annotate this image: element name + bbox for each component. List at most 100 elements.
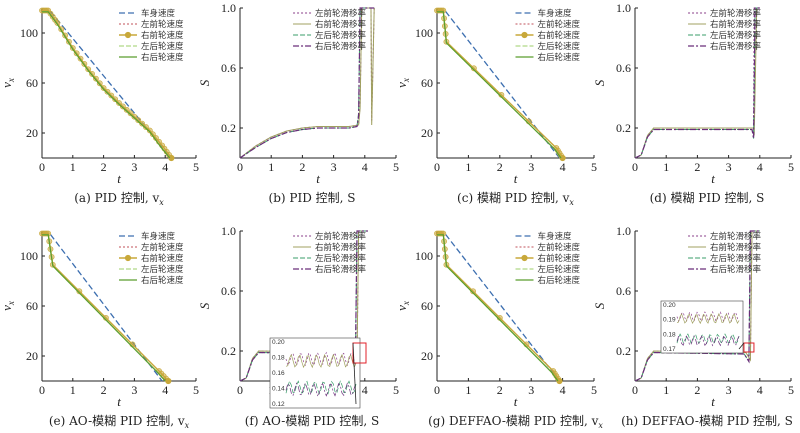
legend-marker [521, 31, 528, 39]
data-point [470, 288, 477, 295]
legend-label: 左后轮速度 [538, 264, 581, 275]
zoom-pointer-arrow [352, 342, 357, 405]
legend-label: 右前轮滑移率 [315, 19, 367, 30]
legend-label: 左后轮滑移率 [710, 253, 762, 264]
data-point [93, 75, 99, 82]
legend-marker [124, 31, 132, 39]
y-tick-label: 1.0 [221, 224, 236, 238]
y-axis-label-subscript: x [401, 78, 411, 83]
caption-subscript: x [159, 198, 164, 207]
series-line-rr [42, 234, 166, 382]
y-tick-label: 0.2 [221, 121, 236, 135]
data-point [116, 100, 122, 106]
y-axis-label: S [592, 79, 607, 86]
legend-label: 车身速度 [141, 231, 176, 242]
data-point [100, 85, 107, 91]
panel-caption: (a) PID 控制, vx [74, 191, 164, 207]
x-tick-label: 3 [331, 160, 337, 174]
x-tick-label: 4 [362, 383, 368, 397]
y-tick-label: 1.0 [616, 224, 631, 238]
data-point [168, 154, 175, 162]
x-tick-label: 2 [101, 160, 107, 174]
y-tick-label: 0.2 [616, 344, 631, 358]
legend-label: 右后轮速度 [538, 275, 581, 286]
data-point [119, 103, 126, 110]
x-tick-label: 0 [632, 160, 638, 174]
data-point [470, 65, 477, 72]
legend-label: 车身速度 [538, 8, 573, 19]
x-tick-label: 5 [193, 160, 199, 174]
legend-label: 左前轮速度 [538, 19, 581, 30]
inset-y-tick-label: 0.17 [663, 346, 676, 353]
x-tick-label: 3 [131, 383, 137, 397]
y-axis-label: vx [0, 301, 16, 311]
inset-y-tick-label: 0.12 [272, 401, 285, 408]
x-tick-label: 5 [591, 160, 597, 174]
caption-subscript: x [185, 421, 190, 430]
y-tick-label: 20 [421, 349, 433, 363]
inset-trace-slip_fr [676, 313, 740, 325]
data-point [139, 120, 145, 127]
x-tick-label: 5 [393, 383, 399, 397]
panel-caption: (b) PID 控制, S [269, 191, 356, 205]
x-tick-label: 1 [465, 383, 471, 397]
x-tick-label: 2 [694, 160, 700, 174]
inset-trace-slip_rr [676, 335, 740, 347]
y-tick-label: 20 [26, 126, 38, 140]
panel-caption: (c) 模糊 PID 控制, vx [457, 190, 574, 207]
legend-label: 左后轮速度 [141, 41, 184, 52]
y-tick-label: 20 [26, 349, 38, 363]
x-axis-label: t [316, 171, 320, 186]
legend-label: 左后轮滑移率 [710, 30, 762, 41]
chart-panel-3: 0 1 2 3 4 5 20 60 100 t vx 车身速度左前轮速度右前轮速度左后轮速度右后轮速度… [394, 7, 597, 207]
legend-label: 左后轮速度 [538, 41, 581, 52]
legend-label: 右后轮滑移率 [710, 264, 762, 275]
legend-label: 右后轮滑移率 [315, 264, 367, 275]
x-tick-label: 0 [434, 383, 440, 397]
chart-panel-1: 0 1 2 3 4 5 20 60 100 t vx 车身速度左前轮速度右前轮速度左后轮速度右后轮速度… [0, 7, 199, 207]
x-tick-label: 1 [663, 383, 669, 397]
data-point [559, 154, 566, 162]
legend-label: 右后轮速度 [141, 52, 184, 63]
legend-label: 左前轮滑移率 [315, 231, 367, 242]
y-axis-label: S [592, 302, 607, 309]
x-tick-label: 5 [591, 383, 597, 397]
y-tick-label: 60 [421, 76, 433, 90]
y-axis-label: S [197, 79, 212, 86]
legend-label: 左前轮速度 [141, 242, 184, 253]
x-tick-label: 3 [726, 383, 732, 397]
data-point [96, 80, 103, 87]
legend-marker [124, 254, 132, 262]
y-axis-label: vx [394, 78, 411, 88]
x-tick-label: 4 [162, 383, 168, 397]
y-tick-label: 0.6 [221, 61, 236, 75]
y-tick-label: 100 [415, 26, 433, 40]
legend-label: 车身速度 [538, 231, 573, 242]
x-tick-label: 5 [393, 160, 399, 174]
zoom-inset-frame [269, 337, 361, 409]
data-point [131, 113, 138, 120]
legend-label: 右后轮速度 [141, 275, 184, 286]
inset-trace-slip_fr [285, 353, 357, 369]
data-point [143, 124, 149, 130]
data-point [123, 106, 130, 113]
y-tick-label: 20 [421, 126, 433, 140]
panel-caption: (d) 模糊 PID 控制, S [650, 190, 765, 205]
data-point [135, 117, 142, 124]
zoom-region-box [743, 342, 755, 353]
legend-label: 左后轮速度 [141, 264, 184, 275]
x-tick-label: 4 [560, 160, 566, 174]
inset-y-tick-label: 0.18 [663, 331, 676, 338]
legend-label: 右前轮速度 [538, 30, 581, 41]
x-tick-label: 5 [788, 160, 794, 174]
panel-caption: (g) DEFFAO-模糊 PID 控制, vx [428, 413, 603, 430]
data-point [556, 377, 563, 385]
y-tick-label: 100 [415, 249, 433, 263]
caption-subscript: x [569, 198, 574, 207]
x-tick-label: 2 [694, 383, 700, 397]
x-tick-label: 0 [434, 160, 440, 174]
y-tick-label: 0.6 [221, 284, 236, 298]
chart-panel-8: 0 1 2 3 4 5 0.2 0.6 1.0 t S 左前轮滑移率右前轮滑移率左后轮滑移率右后轮滑移… [592, 224, 794, 428]
x-tick-label: 1 [268, 160, 274, 174]
legend-marker [521, 254, 528, 262]
